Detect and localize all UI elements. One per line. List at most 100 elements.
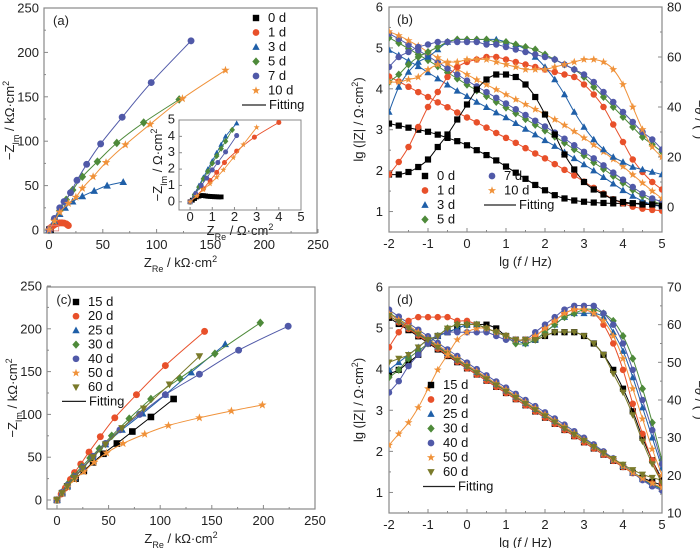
y-tick-label: 50 (25, 178, 39, 193)
zoom-region-box (47, 225, 60, 232)
phase-data-point (405, 48, 412, 56)
phase-data-point (628, 384, 637, 393)
x-tick-label: 100 (149, 513, 171, 528)
legend-marker (427, 439, 435, 447)
legend-marker (252, 43, 260, 50)
y-tick-label: 50 (28, 450, 42, 465)
modulus-data-point (541, 155, 549, 162)
phase-data-point (443, 350, 452, 359)
modulus-data-point (395, 319, 403, 326)
legend-marker (427, 424, 435, 433)
modulus-data-point (473, 119, 481, 126)
phase-data-point (570, 108, 578, 115)
phase-data-point (609, 102, 617, 112)
inset-x-axis-label: ZRe / Ω·cm2 (207, 222, 274, 242)
legend-label: 60 d (88, 379, 113, 394)
modulus-data-point (512, 139, 520, 147)
modulus-data-point (522, 111, 529, 119)
modulus-data-point (648, 206, 656, 214)
modulus-data-point (453, 357, 461, 365)
modulus-data-point (453, 74, 461, 83)
data-point (112, 138, 121, 148)
modulus-data-point (571, 197, 578, 204)
phase-data-point (453, 335, 462, 344)
phase-data-point (619, 366, 627, 374)
y-tick-label: 150 (17, 89, 39, 104)
phase-data-point (502, 37, 510, 47)
phase-data-point (638, 384, 647, 393)
y2-tick-label: 70 (667, 280, 681, 295)
modulus-data-point (454, 138, 461, 145)
phase-data-point (551, 329, 559, 336)
phase-data-point (600, 88, 607, 96)
modulus-data-point (492, 382, 500, 389)
phase-data-point (444, 328, 451, 336)
modulus-data-point (404, 325, 413, 332)
phase-data-point (502, 333, 510, 340)
phase-data-point (482, 55, 491, 63)
phase-data-point (648, 168, 656, 175)
phase-data-point (658, 170, 662, 178)
phase-data-point (619, 80, 627, 88)
modulus-data-point (492, 94, 500, 102)
x-tick-label: 50 (101, 513, 115, 528)
inset-series (187, 120, 282, 205)
phase-data-point (405, 143, 412, 151)
phase-data-point (424, 313, 432, 321)
inset-data-point (204, 175, 210, 181)
phase-data-point (629, 118, 637, 126)
phase-data-point (600, 103, 607, 111)
data-point (103, 181, 111, 189)
modulus-data-point (389, 73, 393, 80)
phase-data-point (424, 65, 432, 73)
inset-fit-line (189, 123, 238, 203)
phase-data-point (600, 310, 607, 317)
inset-data-point (223, 149, 229, 155)
modulus-data-point (658, 194, 662, 202)
y-tick-label: 100 (20, 407, 42, 422)
legend-label: 7 d (268, 68, 286, 83)
data-point (79, 467, 89, 476)
data-point (79, 465, 87, 473)
phase-data-point (551, 68, 559, 76)
phase-data-point (648, 142, 657, 151)
legend-marker (72, 340, 80, 349)
x-tick-label: -1 (422, 517, 434, 532)
inset-data-point (200, 186, 207, 193)
y-tick-label: 4 (376, 362, 383, 377)
data-point (73, 176, 81, 184)
phase-data-point (560, 90, 569, 98)
phase-data-point (531, 51, 539, 58)
series-group (389, 302, 662, 494)
phase-data-point (424, 336, 432, 344)
data-point (44, 225, 54, 234)
phase-data-point (531, 45, 539, 54)
phase-data-point (638, 132, 647, 142)
phase-data-point (433, 60, 442, 68)
inset-data-point (207, 180, 214, 187)
phase-data-point (512, 336, 520, 344)
data-point (63, 483, 72, 491)
phase-data-point (395, 53, 403, 61)
phase-data-point (463, 328, 471, 336)
modulus-data-point (648, 479, 657, 487)
phase-data-point (599, 92, 608, 102)
modulus-data-point (389, 312, 393, 320)
modulus-data-point (492, 85, 501, 93)
phase-data-point (424, 41, 432, 48)
inset-data-point (251, 134, 257, 140)
phase-data-point (658, 471, 662, 479)
inset-y-tick-label: 3 (168, 144, 175, 159)
data-point (107, 431, 116, 441)
phase-data-point (389, 108, 393, 115)
phase-data-point (580, 55, 588, 63)
y2-tick-label: 20 (667, 468, 681, 483)
modulus-data-point (522, 175, 529, 182)
x-tick-label: 200 (253, 237, 275, 252)
phase-data-point (493, 71, 500, 78)
data-point (50, 216, 59, 225)
phase-data-point (389, 359, 393, 367)
x-tick-label: 5 (658, 236, 665, 251)
